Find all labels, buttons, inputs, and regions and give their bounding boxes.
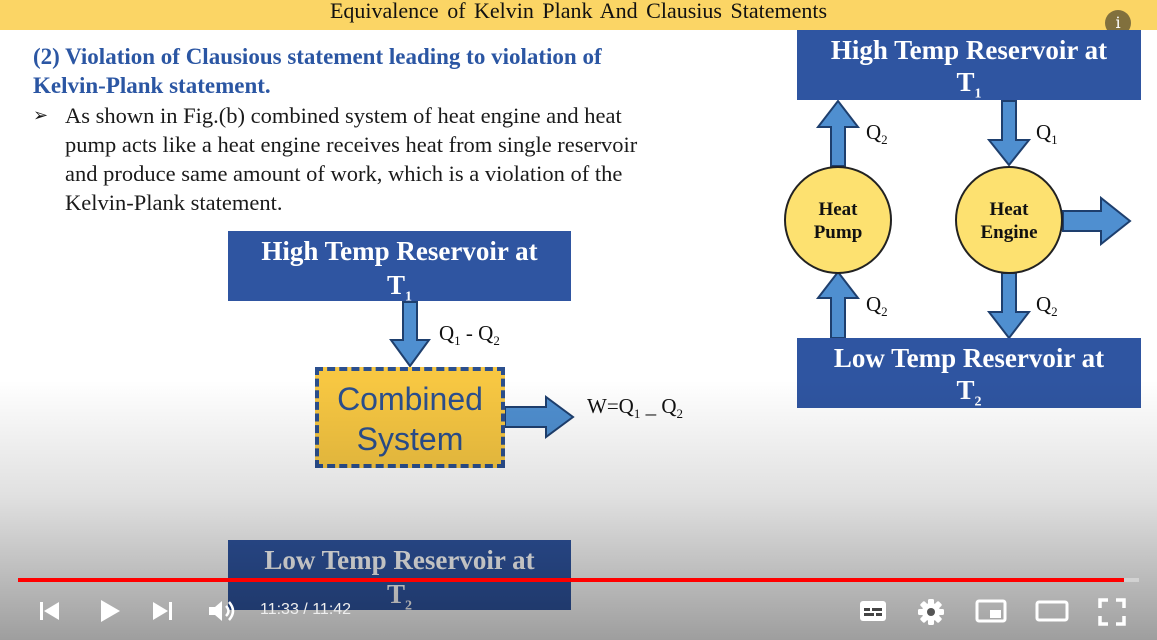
play-icon [101,600,120,622]
duration: 11:42 [312,601,352,618]
slide-title-bar: Equivalence of Kelvin Plank And Clausius… [0,0,1157,30]
temp-symbol: T [386,579,405,609]
engine-label: Engine [980,222,1038,243]
play-button[interactable] [96,597,124,625]
q-symbol: Q [1036,120,1052,144]
q-symbol: Q [439,321,455,345]
high-temp-reservoir-b: High Temp Reservoir at T1 [228,231,571,304]
miniplayer-icon [975,599,1007,623]
info-icon: i [1115,13,1121,32]
q-subscript: 2 [676,406,684,422]
heat-input-arrow [389,301,431,368]
q-subscript: 1 [454,333,461,349]
heat-pump-circle: Heat Pump [784,166,892,274]
bullet-line: pump acts like a heat engine receives he… [65,132,638,157]
pump-label: Pump [813,222,863,243]
pump-input-label: Q2 [866,292,888,320]
temp-symbol: T [956,67,975,97]
subtitles-icon [860,601,886,621]
volume-button[interactable] [206,597,238,625]
previous-icon [40,602,59,620]
q-symbol: Q [1036,292,1052,316]
time-separator: / [298,601,313,618]
combined-label: System [356,421,464,457]
time-display: 11:33 / 11:42 [260,601,351,619]
previous-button[interactable] [36,598,64,624]
heat-engine-circle: Heat Engine [955,166,1063,274]
current-time: 11:33 [260,601,299,618]
high-to-engine-arrow [986,100,1032,167]
reservoir-temp: T2 [228,577,571,623]
slide-heading: (2) Violation of Clausious statement lea… [33,42,693,100]
heat-input-label: Q1 - Q2 [439,321,500,349]
heading-line: (2) Violation of Clausious statement lea… [33,44,602,69]
q-symbol: Q [866,120,882,144]
engine-output-label: Q2 [1036,292,1058,320]
work-output-label: W=Q1 _ Q2 [587,394,683,422]
progress-bar[interactable] [18,578,1139,582]
settings-button[interactable] [916,597,946,627]
work-equation-rest: _ Q [640,394,677,418]
fullscreen-icon [1098,598,1126,626]
engine-to-low-arrow [986,272,1032,340]
work-equation: W=Q [587,394,634,418]
temp-symbol: T [386,270,405,300]
temp-symbol: T [956,375,975,405]
theater-icon [1035,600,1069,622]
bullet-text: As shown in Fig.(b) combined system of h… [65,101,695,217]
next-button[interactable] [149,598,177,624]
q-subscript: 2 [493,333,500,349]
engine-work-arrow [1062,195,1132,247]
pump-output-label: Q2 [866,120,888,148]
reservoir-temp: T2 [797,374,1141,418]
q-minus: - Q [460,321,494,345]
low-to-pump-arrow [815,270,861,339]
high-temp-reservoir-a: High Temp Reservoir at T1 [797,30,1141,101]
slide-title: Equivalence of Kelvin Plank And Clausius… [329,0,828,23]
bullet-line: and produce same amount of work, which i… [65,161,623,186]
settings-icon [918,599,944,625]
reservoir-label: Low Temp Reservoir at [833,343,1105,373]
work-output-arrow [504,395,575,439]
heading-line: Kelvin-Plank statement. [33,73,271,98]
engine-input-label: Q1 [1036,120,1058,148]
reservoir-label: High Temp Reservoir at [261,236,538,266]
theater-mode-button[interactable] [1035,598,1069,624]
bullet-arrow-icon: ➢ [33,105,49,126]
bullet-line: Kelvin-Plank statement. [65,190,283,215]
bullet-line: As shown in Fig.(b) combined system of h… [65,103,622,128]
miniplayer-button[interactable] [975,598,1007,624]
volume-icon [209,601,235,621]
progress-played [18,578,1125,582]
reservoir-label: High Temp Reservoir at [830,35,1108,65]
temp-subscript: 1 [974,86,982,102]
combined-label: Combined [337,381,483,417]
low-temp-reservoir-b: Low Temp Reservoir at T2 [228,540,571,613]
fullscreen-button[interactable] [1097,597,1127,627]
temp-subscript: 2 [974,394,982,410]
temp-subscript: 1 [405,289,412,305]
q-subscript: 2 [1051,304,1058,320]
pump-label: Heat [818,199,858,220]
reservoir-label: Low Temp Reservoir at [264,545,535,575]
reservoir-temp: T1 [228,268,571,314]
subtitles-button[interactable] [858,598,888,624]
q-symbol: Q [866,292,882,316]
temp-subscript: 2 [405,598,412,614]
combined-system-box: Combined System [315,367,505,468]
q-subscript: 1 [1051,132,1058,148]
reservoir-temp: T1 [797,66,1141,110]
pump-to-high-arrow [815,99,861,167]
engine-label: Heat [989,199,1029,220]
next-icon [153,602,172,620]
q-subscript: 2 [881,132,888,148]
q-subscript: 1 [633,406,641,422]
low-temp-reservoir-a: Low Temp Reservoir at T2 [797,338,1141,409]
q-subscript: 2 [881,304,888,320]
